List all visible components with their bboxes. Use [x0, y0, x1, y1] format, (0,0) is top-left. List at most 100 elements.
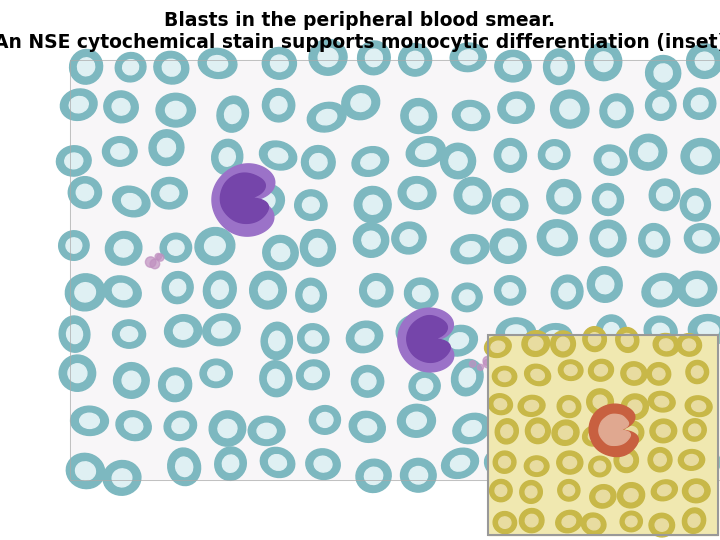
Ellipse shape: [593, 420, 612, 437]
Ellipse shape: [531, 424, 544, 437]
Ellipse shape: [588, 518, 600, 530]
Ellipse shape: [300, 230, 336, 266]
Ellipse shape: [413, 286, 430, 302]
Ellipse shape: [526, 418, 550, 443]
Ellipse shape: [317, 413, 333, 427]
Ellipse shape: [560, 99, 580, 119]
Ellipse shape: [154, 51, 189, 84]
Ellipse shape: [302, 197, 319, 213]
Ellipse shape: [450, 43, 486, 72]
Ellipse shape: [314, 456, 332, 472]
Ellipse shape: [66, 238, 82, 253]
Ellipse shape: [683, 418, 706, 441]
Ellipse shape: [589, 456, 611, 477]
Ellipse shape: [158, 368, 192, 402]
Ellipse shape: [310, 153, 327, 171]
Ellipse shape: [160, 185, 179, 201]
Ellipse shape: [691, 366, 708, 381]
Ellipse shape: [449, 152, 467, 170]
Ellipse shape: [170, 279, 186, 296]
Ellipse shape: [114, 240, 133, 257]
Ellipse shape: [556, 419, 576, 437]
Ellipse shape: [559, 284, 575, 301]
Ellipse shape: [364, 467, 383, 484]
Ellipse shape: [164, 411, 197, 441]
Ellipse shape: [176, 457, 193, 477]
Ellipse shape: [646, 90, 676, 120]
Ellipse shape: [204, 237, 225, 255]
Ellipse shape: [174, 322, 193, 339]
Ellipse shape: [596, 315, 626, 347]
Ellipse shape: [522, 330, 549, 356]
Ellipse shape: [257, 423, 276, 438]
Ellipse shape: [593, 395, 607, 409]
Ellipse shape: [593, 184, 624, 215]
Ellipse shape: [65, 153, 83, 169]
Ellipse shape: [580, 367, 619, 401]
Ellipse shape: [650, 419, 677, 443]
Ellipse shape: [551, 57, 567, 76]
Ellipse shape: [396, 315, 433, 347]
Ellipse shape: [452, 283, 482, 312]
Ellipse shape: [502, 147, 518, 164]
Text: Blasts in the peripheral blood smear.: Blasts in the peripheral blood smear.: [164, 10, 556, 30]
Ellipse shape: [262, 89, 294, 122]
Ellipse shape: [59, 231, 89, 260]
Ellipse shape: [440, 326, 477, 356]
Ellipse shape: [103, 461, 141, 495]
Ellipse shape: [652, 368, 665, 380]
Ellipse shape: [544, 367, 559, 382]
Ellipse shape: [222, 186, 241, 202]
Ellipse shape: [262, 48, 297, 79]
Ellipse shape: [502, 283, 518, 298]
Ellipse shape: [652, 323, 670, 339]
Ellipse shape: [588, 267, 622, 302]
Ellipse shape: [250, 272, 287, 309]
Ellipse shape: [318, 48, 338, 66]
Ellipse shape: [698, 322, 719, 338]
Ellipse shape: [149, 130, 184, 166]
Ellipse shape: [646, 401, 678, 437]
Ellipse shape: [309, 238, 327, 258]
Ellipse shape: [112, 469, 132, 487]
Ellipse shape: [591, 457, 624, 494]
Ellipse shape: [462, 107, 481, 123]
Ellipse shape: [544, 330, 563, 346]
Ellipse shape: [559, 426, 572, 439]
Ellipse shape: [346, 321, 383, 353]
Ellipse shape: [685, 396, 712, 416]
Ellipse shape: [649, 392, 675, 412]
Ellipse shape: [654, 396, 669, 407]
Ellipse shape: [637, 359, 677, 396]
Ellipse shape: [122, 193, 141, 210]
Ellipse shape: [296, 278, 326, 312]
Ellipse shape: [112, 320, 145, 348]
Ellipse shape: [685, 455, 698, 465]
Ellipse shape: [208, 366, 225, 381]
Ellipse shape: [590, 485, 616, 508]
Ellipse shape: [646, 232, 662, 249]
Ellipse shape: [551, 331, 575, 357]
Ellipse shape: [559, 360, 583, 381]
Ellipse shape: [503, 58, 523, 75]
Ellipse shape: [616, 327, 639, 353]
Ellipse shape: [78, 58, 94, 76]
Ellipse shape: [600, 94, 633, 128]
Ellipse shape: [525, 364, 551, 386]
Ellipse shape: [614, 448, 639, 472]
Ellipse shape: [547, 228, 567, 247]
Ellipse shape: [66, 454, 104, 489]
Ellipse shape: [545, 447, 585, 481]
Ellipse shape: [488, 394, 513, 415]
Ellipse shape: [66, 325, 83, 343]
Ellipse shape: [366, 49, 382, 66]
Ellipse shape: [268, 369, 284, 388]
Ellipse shape: [400, 230, 418, 246]
Ellipse shape: [539, 140, 570, 170]
Ellipse shape: [546, 179, 581, 214]
Ellipse shape: [684, 448, 720, 479]
Ellipse shape: [454, 178, 491, 214]
Ellipse shape: [56, 146, 91, 176]
Ellipse shape: [690, 147, 711, 165]
Ellipse shape: [524, 456, 549, 476]
